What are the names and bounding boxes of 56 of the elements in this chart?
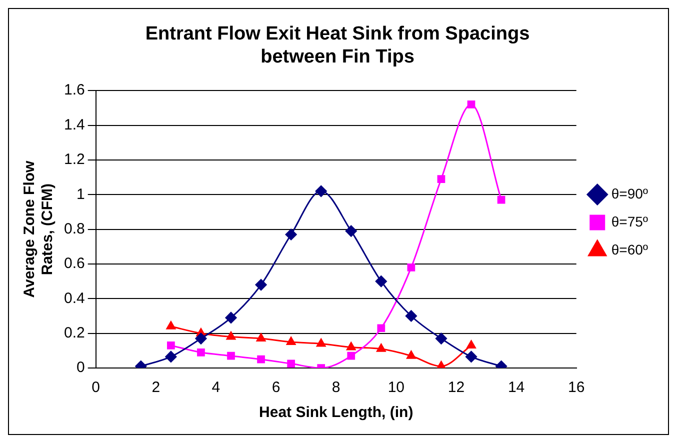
point [497, 196, 506, 204]
point [257, 355, 265, 364]
point [437, 175, 446, 183]
point [345, 225, 357, 237]
point [287, 360, 295, 368]
y-tick-label: 0.4 [64, 290, 85, 307]
x-tick-label: 6 [272, 379, 280, 396]
point [227, 352, 235, 360]
y-tick-label: 0.2 [64, 324, 85, 342]
y-tick-label: 1.4 [64, 116, 85, 134]
point [406, 350, 416, 359]
point [316, 338, 326, 347]
point [467, 100, 476, 108]
y-tick-label: 1.6 [64, 82, 85, 99]
y-tick-label: 1 [76, 186, 85, 203]
point [285, 228, 297, 240]
y-axis-title: Average Zone Flow Rates, (CFM) [21, 160, 56, 298]
point [407, 264, 416, 272]
point [197, 348, 205, 356]
legend-label: θ=75º [611, 213, 648, 230]
chart-title: Entrant Flow Exit Heat Sink from Spacings between Fin Tips [145, 24, 530, 68]
point [465, 350, 477, 362]
y-tick-label: 0.6 [64, 255, 85, 272]
legend-label: θ=90º [611, 185, 648, 202]
point [225, 312, 237, 324]
point [165, 350, 177, 362]
point [377, 324, 386, 332]
y-tick-label: 1.2 [64, 151, 85, 168]
point [226, 332, 236, 340]
point [255, 279, 267, 291]
point [166, 321, 176, 330]
x-tick-label: 14 [508, 379, 525, 396]
x-tick-label: 2 [152, 379, 160, 396]
y-tick-label: 0 [76, 359, 85, 376]
x-tick-label: 0 [92, 379, 100, 396]
x-tick-label: 10 [388, 379, 405, 396]
point [346, 342, 356, 350]
x-tick-label: 4 [212, 379, 220, 396]
x-tick-label: 8 [332, 379, 340, 396]
x-tick-label: 16 [568, 379, 585, 396]
point [256, 333, 266, 342]
point [315, 185, 327, 197]
x-tick-label: 12 [448, 379, 465, 396]
point [436, 361, 446, 368]
legend-label: θ=60º [611, 241, 648, 258]
point [286, 336, 296, 345]
point [435, 332, 447, 344]
point [466, 340, 476, 348]
point [375, 276, 387, 288]
point [405, 310, 417, 322]
point [195, 332, 207, 344]
y-tick-label: 0.8 [64, 220, 85, 238]
x-axis-title: Heat Sink Length, (in) [259, 404, 414, 422]
point [376, 344, 386, 352]
point [167, 342, 175, 350]
point [347, 352, 356, 360]
